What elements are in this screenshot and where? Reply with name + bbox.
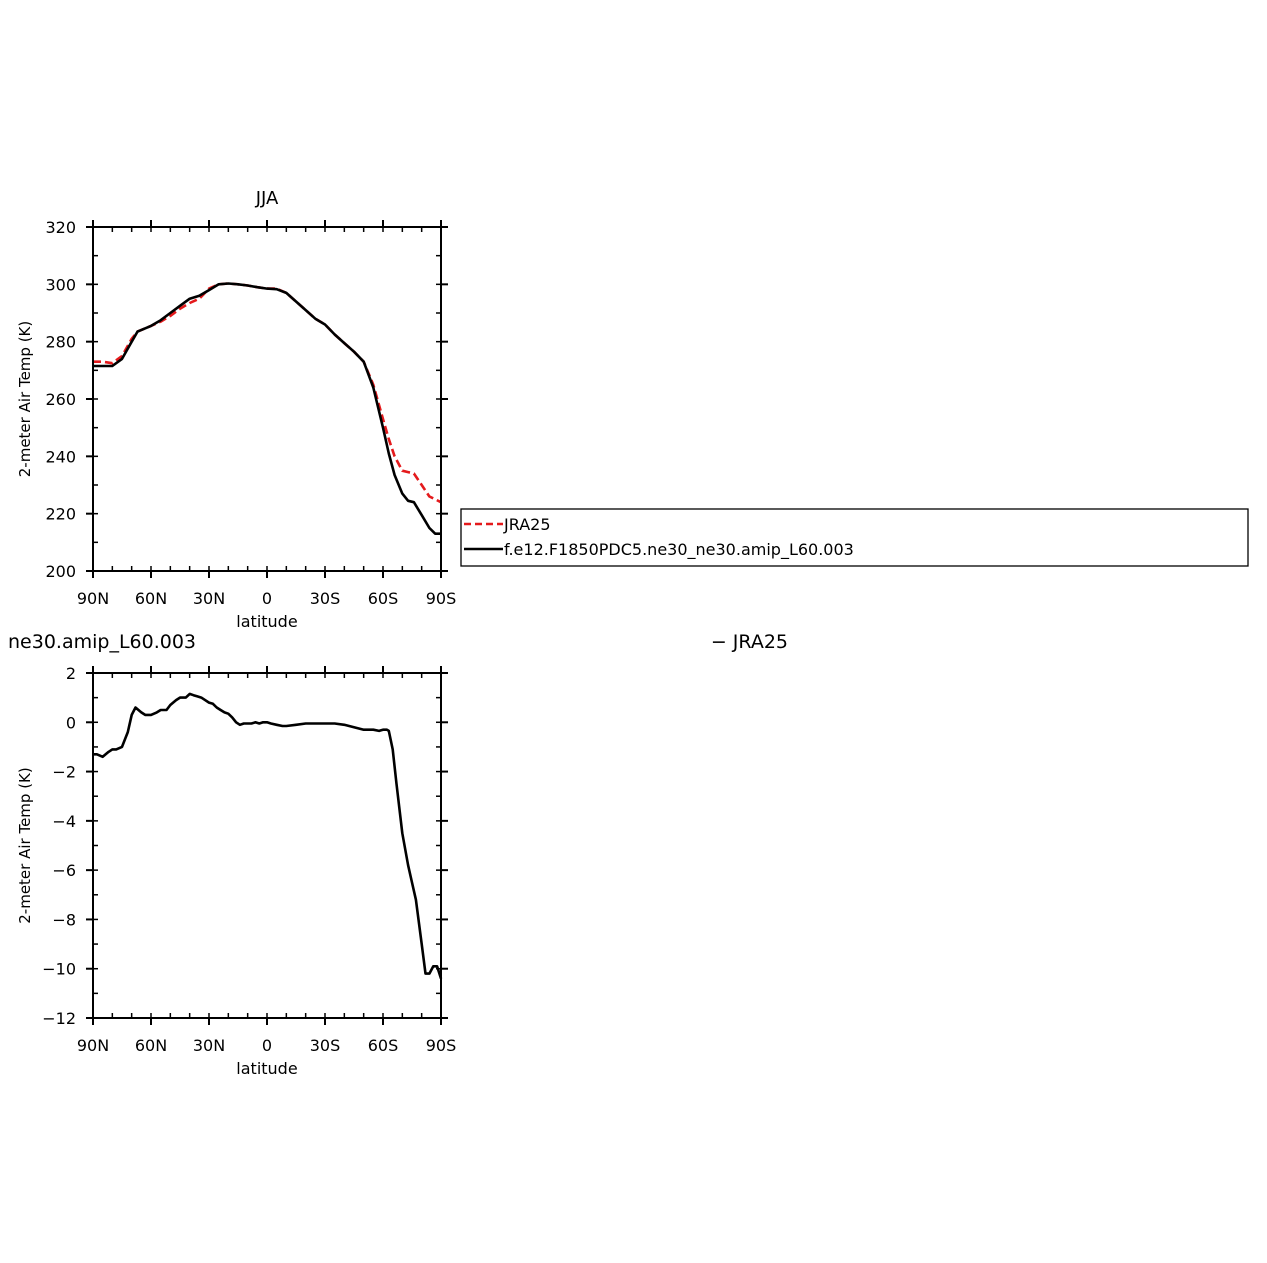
top-panel: 90N 60N 30N 0 30S 60S 90S 200 220 240 260 280 300 320… — [16, 188, 456, 631]
chart-right-title: − JRA25 — [711, 631, 788, 653]
y-axis-label: 2-meter Air Temp (K) — [16, 767, 34, 924]
y-tick-label: 240 — [45, 447, 76, 466]
plot-frame — [92, 672, 442, 1019]
y-tick-label: −4 — [52, 812, 76, 831]
legend: JRA25 f.e12.F1850PDC5.ne30_ne30.amip_L60… — [460, 508, 1249, 567]
x-tick-label: 60N — [135, 1036, 167, 1055]
y-tick-label: −12 — [42, 1009, 76, 1028]
x-axis-label: latitude — [236, 612, 297, 631]
x-tick-label: 60S — [368, 1036, 399, 1055]
x-tick-label: 30S — [310, 1036, 341, 1055]
x-axis-label: latitude — [236, 1059, 297, 1078]
y-tick-label: 200 — [45, 562, 76, 581]
y-tick-label: 0 — [66, 713, 76, 732]
y-tick-label: 280 — [45, 333, 76, 352]
x-tick-label: 30N — [193, 589, 225, 608]
series-line-1 — [93, 692, 443, 979]
y-tick-label: −2 — [52, 763, 76, 782]
x-tick-label: 60N — [135, 589, 167, 608]
y-tick-label: 2 — [66, 664, 76, 683]
y-tick-label: −6 — [52, 861, 76, 880]
y-tick-label: 260 — [45, 390, 76, 409]
series-line-1 — [93, 282, 442, 504]
chart-title: ne30.amip_L60.003 — [8, 631, 196, 653]
x-tick-label: 90N — [77, 1036, 109, 1055]
y-tick-label: −10 — [42, 960, 76, 979]
y-tick-label: −8 — [52, 910, 76, 929]
x-tick-label: 90N — [77, 589, 109, 608]
bottom-panel: 90N 60N 30N 0 30S 60S 90S −12 −10 −8 −6 −4 −2 0 2 latit… — [8, 631, 788, 1078]
legend-label-series-1: JRA25 — [503, 515, 551, 534]
x-tick-label: 0 — [262, 589, 272, 608]
x-tick-label: 30S — [310, 589, 341, 608]
y-tick-label: 300 — [45, 275, 76, 294]
x-tick-label: 60S — [368, 589, 399, 608]
x-tick-label: 90S — [426, 1036, 457, 1055]
x-tick-label: 90S — [426, 589, 457, 608]
y-axis-label: 2-meter Air Temp (K) — [16, 321, 34, 478]
y-tick-label: 320 — [45, 218, 76, 237]
y-tick-label: 220 — [45, 505, 76, 524]
x-tick-label: 0 — [262, 1036, 272, 1055]
legend-label-series-2: f.e12.F1850PDC5.ne30_ne30.amip_L60.003 — [504, 540, 854, 560]
x-tick-label: 30N — [193, 1036, 225, 1055]
series-line-2 — [93, 282, 441, 535]
legend-box — [460, 508, 1249, 567]
plot-frame — [92, 226, 442, 572]
chart-title: JJA — [255, 188, 279, 209]
